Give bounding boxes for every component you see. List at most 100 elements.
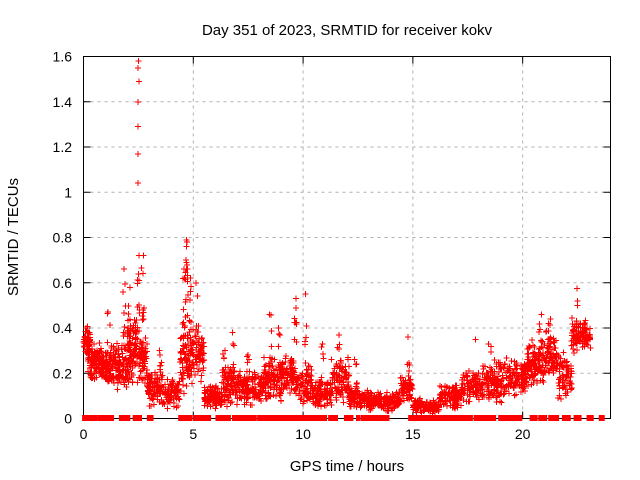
y-tick-label: 1 [64,184,72,200]
y-tick-label: 1.2 [53,139,73,155]
baseline-mark [280,415,286,421]
baseline-mark [542,415,548,421]
baseline-mark [459,415,465,421]
baseline-mark [564,415,570,421]
baseline-mark [118,415,125,421]
baseline-mark [263,415,270,421]
baseline-mark [149,415,154,421]
baseline-mark [362,415,371,421]
chart-title: Day 351 of 2023, SRMTID for receiver kok… [202,22,493,39]
baseline-mark [366,415,371,421]
baseline-mark [485,415,494,421]
y-tick-label: 0.6 [53,275,73,291]
baseline-mark [455,415,463,421]
x-tick-label: 5 [189,426,197,442]
baseline-mark [492,415,497,421]
baseline-mark [598,415,605,421]
y-tick-label: 0.8 [53,230,73,246]
baseline-mark [323,415,328,421]
baseline-mark [97,415,103,421]
y-tick-label: 0.2 [53,365,73,381]
baseline-mark [136,415,142,421]
baseline-mark [314,415,323,421]
baseline-mark [419,415,428,421]
baseline-mark [345,415,354,421]
baseline-mark [355,415,360,421]
baseline-mark [412,415,419,421]
x-tick-label: 10 [295,426,311,442]
baseline-mark [424,415,433,421]
x-tick-label: 0 [80,426,88,442]
baseline-mark [273,415,281,421]
baseline-mark [195,415,202,421]
baseline-mark [85,415,92,421]
baseline-mark [473,415,480,421]
baseline-mark [204,415,212,421]
baseline-mark [446,415,455,421]
baseline-mark [452,415,457,421]
baseline-mark [110,415,115,421]
baseline-mark [552,415,560,421]
baseline-mark [573,415,582,421]
baseline-mark [375,415,384,421]
grid-lines [83,56,611,419]
baseline-mark [566,415,571,421]
baseline-mark [380,415,387,421]
y-tick-labels: 0 0.2 0.4 0.6 0.8 1 1.2 1.4 1.6 [53,49,73,427]
y-tick-label: 0.4 [53,320,73,336]
baseline-mark [285,415,291,421]
baseline-mark [288,415,296,421]
baseline-mark [252,415,257,421]
baseline-mark [514,415,523,421]
baseline-markers [82,415,605,421]
baseline-mark [464,415,473,421]
baseline-mark [180,415,186,421]
y-tick-label: 0 [64,411,72,427]
x-tick-labels: 0 5 10 15 20 [80,426,531,442]
baseline-mark [260,415,267,421]
baseline-mark [383,415,390,421]
baseline-mark [415,415,424,421]
x-tick-label: 15 [405,426,421,442]
baseline-mark [225,415,231,421]
baseline-mark [146,415,152,421]
baseline-mark [122,415,131,421]
y-tick-label: 1.6 [53,49,73,65]
baseline-mark [548,415,555,421]
baseline-mark [476,415,485,421]
baseline-mark [437,415,445,421]
baseline-mark [328,415,336,421]
y-tick-label: 1.4 [53,94,73,110]
baseline-mark [185,415,193,421]
baseline-mark [239,415,248,421]
baseline-mark [538,415,543,421]
baseline-mark [232,415,239,421]
baseline-mark [334,415,339,421]
baseline-mark [349,415,354,421]
x-axis-label: GPS time / hours [290,458,404,475]
baseline-mark [441,415,450,421]
baseline-mark [300,415,307,421]
baseline-mark [529,415,538,421]
baseline-mark [587,415,594,421]
baseline-mark [247,415,254,421]
baseline-mark [222,415,229,421]
baseline-mark [320,415,325,421]
x-tick-label: 20 [515,426,531,442]
baseline-mark [307,415,316,421]
baseline-mark [192,415,198,421]
baseline-mark [500,415,508,421]
baseline-mark [104,415,112,421]
baseline-mark [267,415,273,421]
baseline-mark [482,415,488,421]
baseline-mark [508,415,515,421]
baseline-mark [215,415,220,421]
y-axis-label: SRMTID / TECUs [5,178,22,296]
baseline-mark [505,415,510,421]
scatter-points [80,58,594,419]
baseline-mark [370,415,376,421]
baseline-mark [235,415,240,421]
baseline-mark [294,415,303,421]
